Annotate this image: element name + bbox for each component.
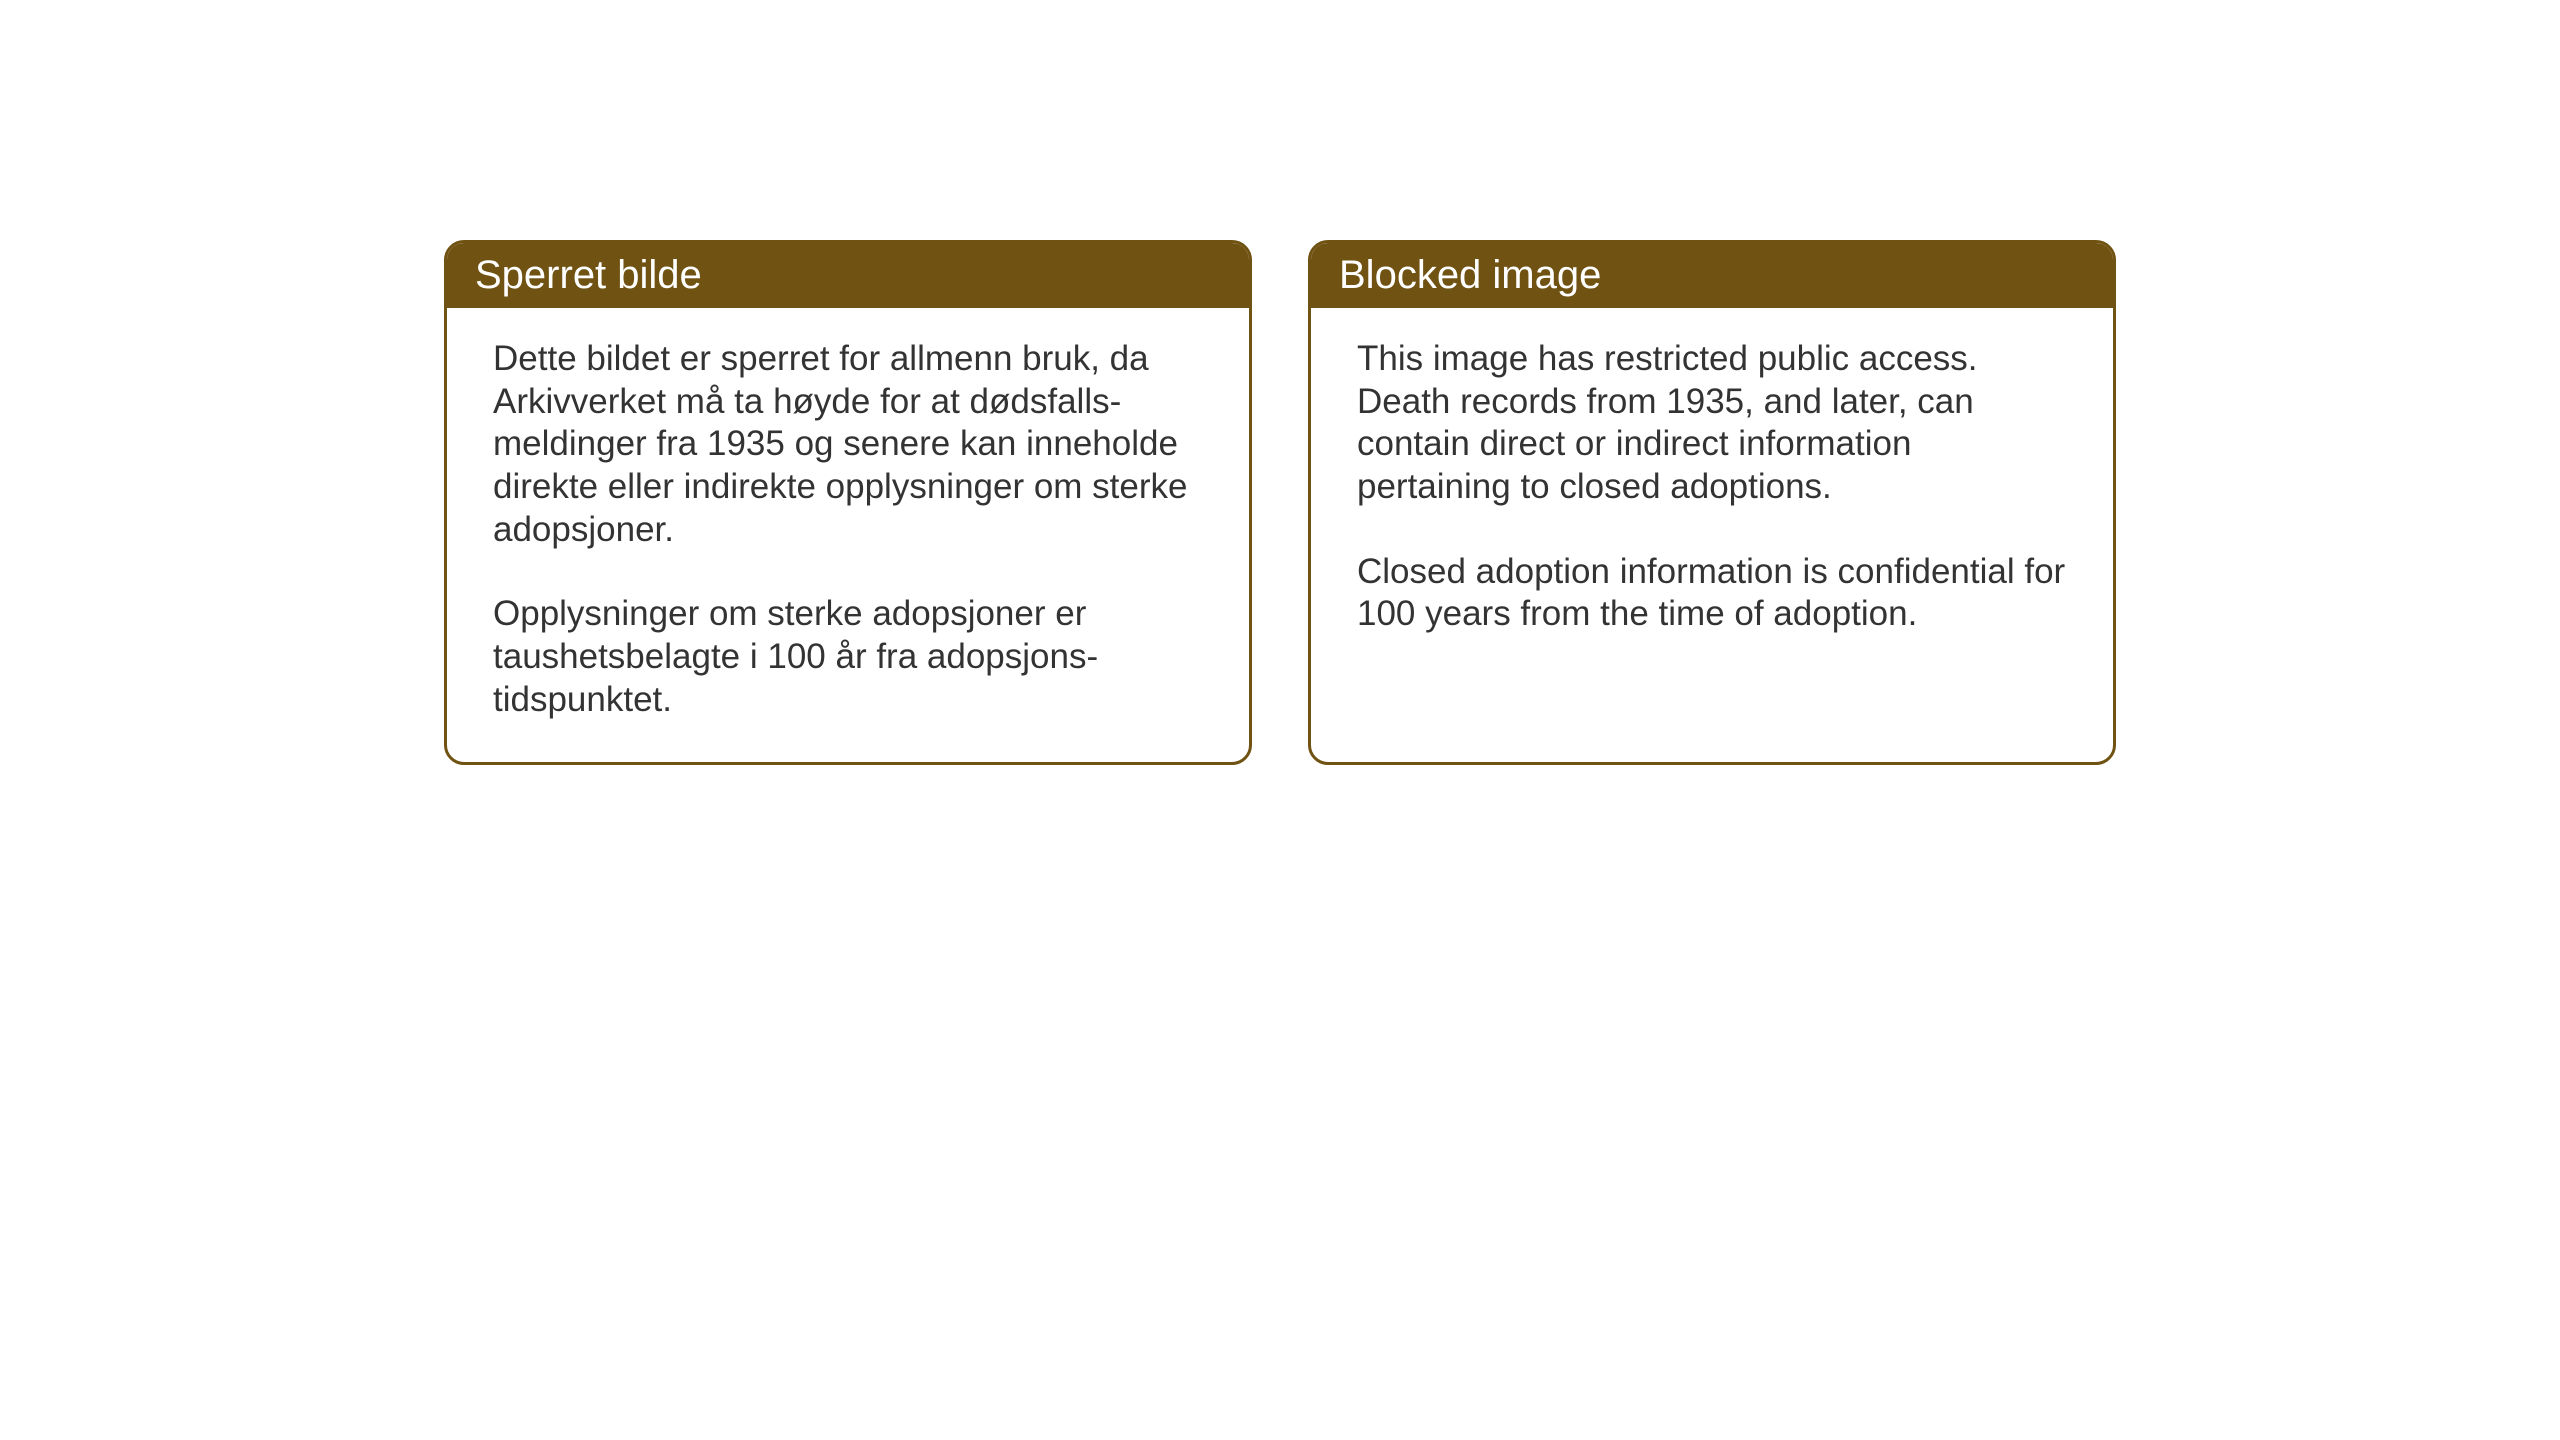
norwegian-card: Sperret bilde Dette bildet er sperret fo… [444,240,1252,765]
norwegian-paragraph-2: Opplysninger om sterke adopsjoner er tau… [493,593,1203,721]
norwegian-card-body: Dette bildet er sperret for allmenn bruk… [447,308,1249,762]
english-paragraph-1: This image has restricted public access.… [1357,338,2067,509]
norwegian-card-title: Sperret bilde [475,253,702,297]
cards-container: Sperret bilde Dette bildet er sperret fo… [444,240,2116,765]
english-card-title: Blocked image [1339,253,1601,297]
norwegian-paragraph-1: Dette bildet er sperret for allmenn bruk… [493,338,1203,551]
norwegian-card-header: Sperret bilde [447,243,1249,308]
english-paragraph-2: Closed adoption information is confident… [1357,551,2067,636]
english-card: Blocked image This image has restricted … [1308,240,2116,765]
english-card-body: This image has restricted public access.… [1311,308,2113,676]
english-card-header: Blocked image [1311,243,2113,308]
